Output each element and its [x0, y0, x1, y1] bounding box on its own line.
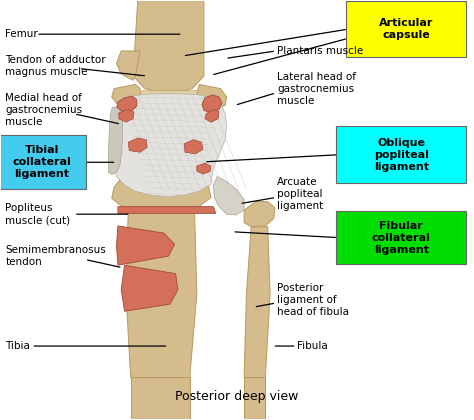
Polygon shape [202, 95, 222, 113]
Text: Popliteus
muscle (cut): Popliteus muscle (cut) [5, 203, 71, 225]
FancyBboxPatch shape [346, 1, 466, 57]
Polygon shape [117, 51, 140, 80]
Polygon shape [119, 110, 134, 122]
Polygon shape [197, 84, 227, 109]
Polygon shape [197, 163, 211, 174]
Text: Arcuate
popliteal
ligament: Arcuate popliteal ligament [277, 177, 323, 211]
Text: Oblique
popliteal
ligament: Oblique popliteal ligament [374, 137, 428, 171]
Polygon shape [133, 1, 204, 95]
Text: Articular
capsule: Articular capsule [379, 18, 433, 40]
Text: Tendon of adductor
magnus muscle: Tendon of adductor magnus muscle [5, 55, 106, 76]
Polygon shape [128, 138, 147, 152]
Polygon shape [121, 265, 178, 311]
Text: Posterior
ligament of
head of fibula: Posterior ligament of head of fibula [277, 283, 349, 317]
Text: Semimembranosus
tendon: Semimembranosus tendon [5, 245, 106, 267]
Polygon shape [117, 226, 174, 265]
Polygon shape [118, 207, 216, 213]
Polygon shape [244, 378, 265, 419]
Text: Medial head of
gastrocnemius
muscle: Medial head of gastrocnemius muscle [5, 92, 82, 126]
Text: Tibia: Tibia [5, 341, 30, 351]
Polygon shape [205, 110, 219, 122]
Polygon shape [213, 176, 244, 215]
Polygon shape [109, 106, 123, 174]
Polygon shape [132, 91, 206, 110]
Text: Posterior deep view: Posterior deep view [175, 391, 299, 403]
Text: Fibula: Fibula [298, 341, 328, 351]
Text: Fibular
collateral
ligament: Fibular collateral ligament [372, 220, 430, 255]
Polygon shape [117, 96, 137, 112]
Polygon shape [244, 227, 270, 394]
Polygon shape [112, 178, 211, 208]
Polygon shape [131, 378, 190, 419]
Polygon shape [112, 84, 140, 108]
Polygon shape [184, 140, 203, 154]
FancyBboxPatch shape [0, 136, 86, 189]
Polygon shape [126, 208, 197, 394]
FancyBboxPatch shape [336, 126, 466, 183]
Text: Plantaris muscle: Plantaris muscle [277, 46, 364, 56]
Polygon shape [244, 202, 275, 227]
Text: Lateral head of
gastrocnemius
muscle: Lateral head of gastrocnemius muscle [277, 71, 356, 105]
Text: Tibial
collateral
ligament: Tibial collateral ligament [13, 145, 72, 179]
Text: Femur: Femur [5, 29, 38, 39]
FancyBboxPatch shape [336, 211, 466, 265]
Polygon shape [113, 94, 227, 197]
